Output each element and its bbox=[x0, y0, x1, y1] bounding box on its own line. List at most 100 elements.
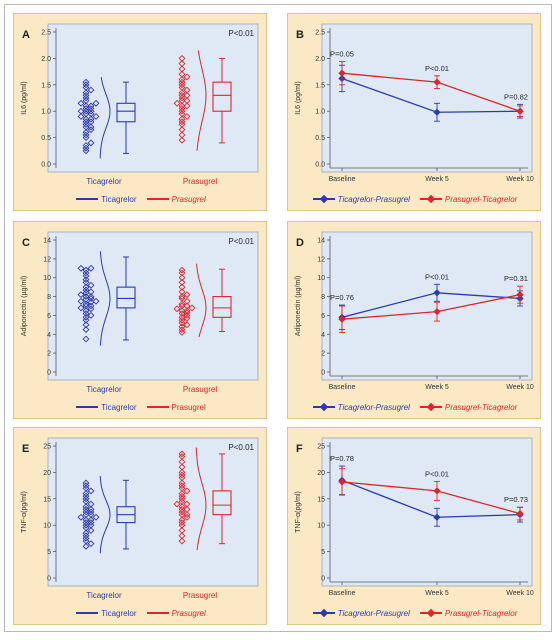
data-point bbox=[82, 115, 90, 123]
data-point bbox=[516, 509, 524, 518]
panel-b-legend: Ticagrelor-Prasugrel Prasugrel-Ticagrelo… bbox=[288, 192, 542, 206]
p-value-label: P=0.78 bbox=[330, 454, 354, 463]
legend-item-prasugrel-ticagrelor: Prasugrel-Ticagrelor bbox=[419, 403, 517, 412]
panel-a-legend: Ticagrelor Prasugrel bbox=[14, 192, 268, 206]
panel-label: E bbox=[22, 443, 29, 455]
data-point bbox=[82, 78, 90, 86]
panel-label: D bbox=[296, 237, 304, 249]
data-point bbox=[178, 107, 186, 115]
data-point bbox=[178, 319, 186, 327]
panel-e-chart: E 0 5 10 15 20 25 TNF-α(pg/ml) P<0.01 Ticagrelor P… bbox=[21, 437, 259, 600]
data-point bbox=[82, 120, 90, 128]
data-point bbox=[82, 321, 90, 329]
y-tick-label: 15 bbox=[43, 496, 51, 503]
data-point bbox=[77, 264, 85, 272]
legend-label-ticagrelor: Ticagrelor bbox=[101, 402, 137, 412]
data-point bbox=[178, 300, 186, 308]
data-point bbox=[178, 316, 186, 324]
legend-swatch-ticagrelor bbox=[76, 198, 99, 200]
data-point bbox=[87, 126, 95, 134]
panel-label: A bbox=[22, 29, 30, 41]
data-point bbox=[183, 321, 191, 329]
y-axis: 0.0 0.5 1.0 1.5 2.0 2.5 bbox=[41, 28, 57, 169]
data-point bbox=[178, 118, 186, 126]
y-tick-label: 20 bbox=[317, 470, 325, 477]
data-point bbox=[433, 78, 441, 86]
data-point bbox=[82, 105, 90, 112]
density-curve bbox=[99, 251, 111, 346]
panel-a-chart: A 0.0 0.5 1.0 1.5 2.0 2.5 IL6 (pg/ml) P<0.01 Tica… bbox=[21, 23, 259, 186]
density-curve bbox=[99, 77, 111, 159]
data-point bbox=[178, 120, 186, 128]
data-point bbox=[178, 115, 186, 123]
y-axis: 0 2 4 6 8 10 12 14 bbox=[43, 236, 57, 377]
data-point bbox=[82, 266, 90, 274]
data-point bbox=[178, 60, 186, 68]
box-iqr bbox=[212, 490, 232, 516]
legend-label-prasugrel-ticagrelor: Prasugrel-Ticagrelor bbox=[444, 194, 518, 204]
density-curve bbox=[195, 447, 207, 551]
plot-area bbox=[47, 437, 259, 587]
data-point bbox=[183, 513, 191, 521]
y-tick-label: 2.5 bbox=[315, 30, 325, 37]
panel-e-legend: Ticagrelor Prasugrel bbox=[14, 606, 268, 620]
y-tick-label: 0.0 bbox=[41, 162, 51, 169]
data-point bbox=[178, 484, 186, 492]
density-curve bbox=[196, 50, 207, 151]
panel-c: C 0 2 4 6 8 10 12 14 Adiponectin (µg/ml) P<0.01 Tic… bbox=[13, 221, 267, 419]
data-point bbox=[183, 73, 191, 81]
data-point bbox=[82, 134, 90, 142]
data-point bbox=[92, 99, 100, 107]
data-point bbox=[183, 113, 191, 120]
legend-item-ticagrelor-prasugrel: Ticagrelor-Prasugrel bbox=[312, 402, 410, 412]
group-prasugrel bbox=[173, 263, 232, 338]
data-point bbox=[87, 302, 95, 310]
data-point bbox=[178, 91, 186, 99]
data-point bbox=[183, 302, 191, 310]
data-point bbox=[82, 335, 90, 343]
data-point bbox=[178, 131, 186, 139]
panel-d-legend: Ticagrelor-Prasugrel Prasugrel-Ticagrelo… bbox=[288, 400, 542, 414]
data-point bbox=[87, 102, 95, 110]
data-point bbox=[92, 297, 100, 305]
legend-item-ticagrelor: Ticagrelor bbox=[76, 608, 137, 618]
y-tick-label: 2.5 bbox=[41, 30, 51, 37]
plot-area bbox=[47, 23, 259, 173]
data-point bbox=[183, 86, 191, 94]
x-group-label: Prasugrel bbox=[183, 591, 217, 600]
y-tick-label: 0.0 bbox=[315, 162, 325, 169]
data-point bbox=[178, 482, 186, 490]
data-point bbox=[82, 147, 90, 155]
data-point bbox=[82, 272, 90, 280]
data-point bbox=[87, 505, 95, 513]
data-point bbox=[87, 527, 95, 534]
group-ticagrelor bbox=[77, 251, 136, 346]
y-tick-label: 10 bbox=[317, 275, 325, 282]
data-point bbox=[82, 511, 90, 519]
data-point bbox=[338, 478, 346, 486]
data-point bbox=[82, 307, 90, 315]
data-point bbox=[87, 540, 95, 548]
data-point bbox=[178, 453, 186, 460]
y-tick-label: 15 bbox=[317, 496, 325, 503]
data-point bbox=[178, 105, 186, 112]
y-tick-label: 0 bbox=[321, 576, 325, 583]
data-point bbox=[178, 474, 186, 482]
panel-f: F 0 5 10 15 20 25 TNF-α(pg/ml) Baseline Week 5 Wee… bbox=[287, 427, 541, 625]
legend-label-ticagrelor-prasugrel: Ticagrelor-Prasugrel bbox=[337, 402, 410, 412]
data-point bbox=[82, 316, 90, 324]
x-tick-label: Week 5 bbox=[425, 384, 449, 391]
data-point bbox=[178, 505, 186, 513]
data-point bbox=[77, 107, 85, 115]
data-point bbox=[77, 99, 85, 107]
data-point bbox=[178, 269, 186, 277]
data-point bbox=[82, 97, 90, 105]
panel-label: C bbox=[22, 237, 30, 249]
legend-label-ticagrelor: Ticagrelor bbox=[101, 608, 137, 618]
y-tick-label: 2 bbox=[321, 351, 325, 358]
data-point bbox=[77, 291, 85, 299]
data-point bbox=[77, 513, 85, 521]
panel-c-legend: Ticagrelor Prasugrel bbox=[14, 400, 268, 414]
data-point bbox=[178, 326, 186, 334]
